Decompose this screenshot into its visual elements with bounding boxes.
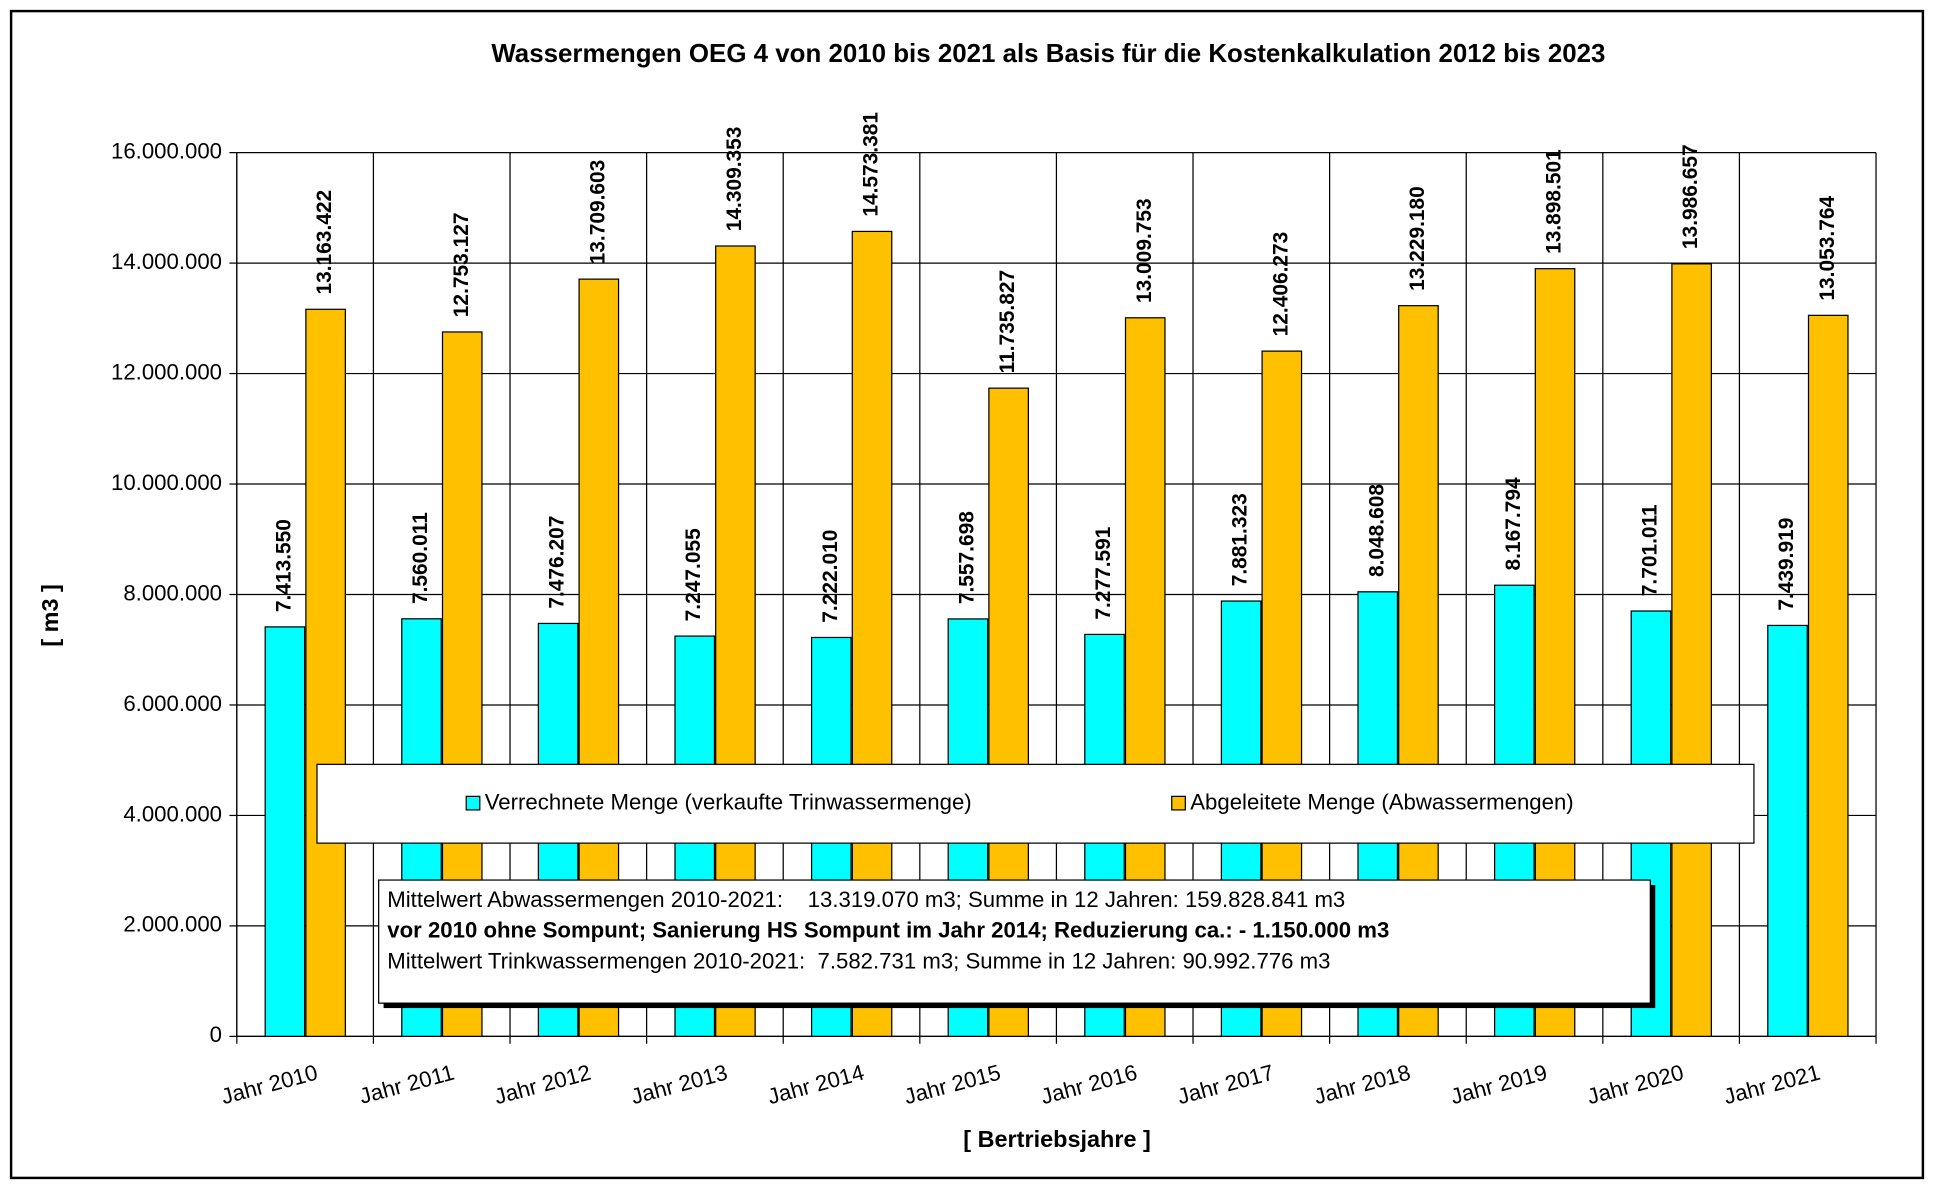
- y-tick-label: 14.000.000: [111, 249, 222, 274]
- data-label: 7.247.055: [682, 528, 705, 621]
- y-tick-label: 16.000.000: [111, 138, 222, 163]
- data-label: 7.701.011: [1638, 504, 1661, 596]
- y-axis-label: [ m3 ]: [37, 584, 63, 646]
- data-label: 8.167.794: [1502, 477, 1525, 570]
- data-label: 7.277.591: [1092, 526, 1115, 619]
- data-label: 7.476.207: [546, 516, 569, 609]
- y-tick-label: 2.000.000: [123, 912, 222, 937]
- bar: [305, 308, 346, 1037]
- annotation: Mittelwert Trinkwassermengen 2010-2021: …: [387, 948, 1330, 973]
- chart-title: Wassermengen OEG 4 von 2010 bis 2021 als…: [491, 40, 1605, 68]
- data-label: 13.229.180: [1406, 186, 1429, 291]
- x-axis-label: [ Bertriebsjahre ]: [963, 1126, 1151, 1152]
- legend-box: [316, 763, 1755, 844]
- legend-swatch: [465, 795, 481, 811]
- data-label: 14.309.353: [723, 127, 746, 232]
- y-tick-label: 4.000.000: [123, 801, 222, 826]
- legend-swatch: [1171, 795, 1186, 811]
- y-tick-label: 6.000.000: [123, 691, 222, 716]
- data-label: 13.986.657: [1679, 144, 1702, 249]
- data-label: 12.406.273: [1269, 232, 1292, 337]
- y-tick-label: 12.000.000: [111, 359, 222, 384]
- annotation: Mittelwert Abwassermengen 2010-2021: 13.…: [387, 887, 1345, 912]
- bar: [1767, 624, 1808, 1037]
- annotation: vor 2010 ohne Sompunt; Sanierung HS Somp…: [387, 918, 1389, 943]
- legend-label: Verrechnete Menge (verkaufte Trinwasserm…: [485, 790, 972, 815]
- legend-label: Abgeleitete Menge (Abwassermengen): [1190, 790, 1573, 815]
- data-label: 7.439.919: [1775, 518, 1798, 611]
- data-label: 13.053.764: [1816, 196, 1839, 301]
- y-tick-label: 8.000.000: [123, 580, 222, 605]
- y-tick-label: 10.000.000: [111, 470, 222, 495]
- data-label: 7.560.011: [409, 512, 432, 604]
- annotation-box: [378, 879, 1651, 1004]
- data-label: 7.557.698: [955, 511, 978, 604]
- bar: [264, 626, 306, 1037]
- bar: [1671, 263, 1712, 1037]
- data-label: 13.009.753: [1133, 198, 1156, 303]
- data-label: 13.163.422: [313, 190, 336, 295]
- data-label: 12.753.127: [450, 213, 473, 318]
- data-label: 14.573.381: [860, 112, 883, 217]
- y-tick-label: 0: [210, 1022, 222, 1047]
- data-label: 7.222.010: [819, 530, 842, 623]
- data-label: 13.709.603: [586, 160, 609, 265]
- bar: [1807, 314, 1849, 1037]
- data-label: 7.881.323: [1229, 493, 1252, 586]
- data-label: 13.898.501: [1543, 149, 1566, 254]
- data-label: 7.413.550: [272, 519, 295, 612]
- data-label: 8.048.608: [1365, 484, 1388, 577]
- data-label: 11.735.827: [996, 270, 1019, 374]
